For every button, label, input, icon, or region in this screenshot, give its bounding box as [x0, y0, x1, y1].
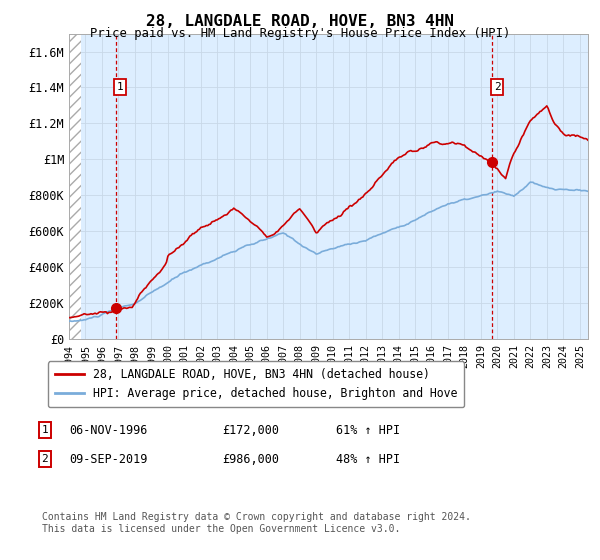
- Text: 09-SEP-2019: 09-SEP-2019: [69, 452, 148, 466]
- Text: £986,000: £986,000: [222, 452, 279, 466]
- Legend: 28, LANGDALE ROAD, HOVE, BN3 4HN (detached house), HPI: Average price, detached : 28, LANGDALE ROAD, HOVE, BN3 4HN (detach…: [48, 361, 464, 407]
- Text: 1: 1: [41, 425, 49, 435]
- Text: 48% ↑ HPI: 48% ↑ HPI: [336, 452, 400, 466]
- Bar: [69, 34, 80, 339]
- Text: 2: 2: [494, 82, 500, 92]
- Text: Contains HM Land Registry data © Crown copyright and database right 2024.
This d: Contains HM Land Registry data © Crown c…: [42, 512, 471, 534]
- Text: 06-NOV-1996: 06-NOV-1996: [69, 423, 148, 437]
- Text: 2: 2: [41, 454, 49, 464]
- Text: £172,000: £172,000: [222, 423, 279, 437]
- Text: 1: 1: [117, 82, 124, 92]
- Text: 28, LANGDALE ROAD, HOVE, BN3 4HN: 28, LANGDALE ROAD, HOVE, BN3 4HN: [146, 14, 454, 29]
- Text: Price paid vs. HM Land Registry's House Price Index (HPI): Price paid vs. HM Land Registry's House …: [90, 27, 510, 40]
- Text: 61% ↑ HPI: 61% ↑ HPI: [336, 423, 400, 437]
